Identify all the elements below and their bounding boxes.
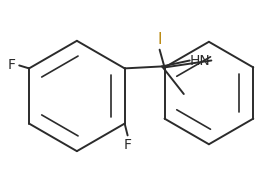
Text: HN: HN <box>189 53 210 67</box>
Text: F: F <box>124 138 132 152</box>
Text: F: F <box>7 58 15 72</box>
Text: I: I <box>157 32 162 47</box>
